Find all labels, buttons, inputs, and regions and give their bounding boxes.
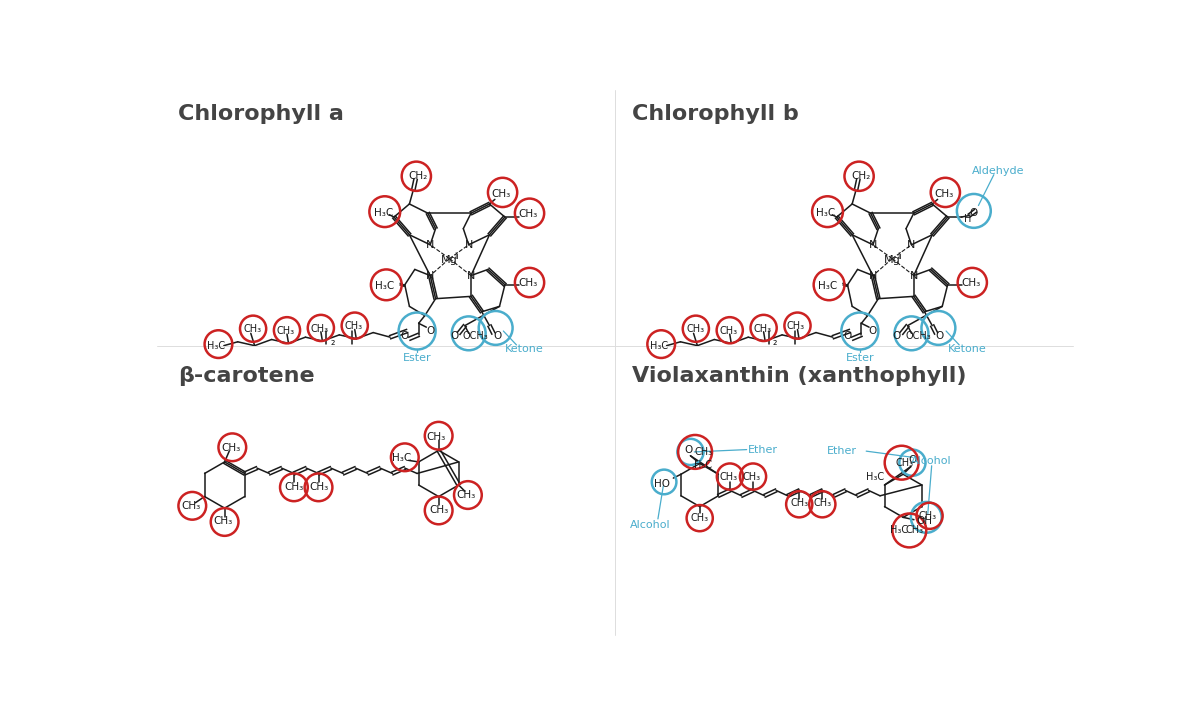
Text: CH₃: CH₃ bbox=[181, 501, 200, 510]
Text: CH₃: CH₃ bbox=[518, 209, 538, 219]
Text: Chlorophyll a: Chlorophyll a bbox=[178, 104, 343, 124]
Text: CH₃: CH₃ bbox=[719, 472, 738, 482]
Text: CH₃: CH₃ bbox=[214, 516, 233, 526]
Text: CH₃: CH₃ bbox=[492, 189, 511, 199]
Text: O: O bbox=[844, 332, 852, 342]
Text: CH₂: CH₂ bbox=[851, 172, 870, 181]
Text: CH₃: CH₃ bbox=[695, 447, 713, 457]
Text: CH₃: CH₃ bbox=[961, 279, 980, 289]
Text: N: N bbox=[869, 271, 877, 281]
Text: O: O bbox=[869, 326, 877, 336]
Text: ii: ii bbox=[896, 252, 901, 261]
Text: CH₃: CH₃ bbox=[754, 324, 772, 334]
Text: H₃C: H₃C bbox=[373, 208, 392, 218]
Text: Mg: Mg bbox=[442, 255, 458, 265]
Text: Ether: Ether bbox=[827, 446, 857, 456]
Text: OCH₃: OCH₃ bbox=[463, 332, 488, 342]
Text: CH₃: CH₃ bbox=[934, 189, 954, 199]
Text: Ether: Ether bbox=[749, 444, 779, 454]
Text: Alcohol: Alcohol bbox=[911, 456, 952, 466]
Text: CH₃: CH₃ bbox=[311, 324, 329, 334]
Text: Ketone: Ketone bbox=[505, 344, 544, 354]
Text: Aldehyde: Aldehyde bbox=[972, 166, 1025, 176]
Text: CH₃: CH₃ bbox=[691, 513, 709, 523]
Text: O: O bbox=[493, 331, 502, 340]
Text: Ester: Ester bbox=[846, 353, 874, 363]
Text: CH₃: CH₃ bbox=[906, 525, 924, 535]
Text: H₃C: H₃C bbox=[866, 472, 884, 482]
Text: ₂: ₂ bbox=[330, 337, 335, 347]
Text: H₃C: H₃C bbox=[208, 340, 226, 350]
Text: Violaxanthin (xanthophyll): Violaxanthin (xanthophyll) bbox=[632, 365, 966, 386]
Text: Chlorophyll b: Chlorophyll b bbox=[632, 104, 799, 124]
Text: CH₃: CH₃ bbox=[427, 432, 446, 442]
Text: N: N bbox=[467, 271, 475, 281]
Text: CH₃: CH₃ bbox=[308, 482, 328, 492]
Text: CH₃: CH₃ bbox=[790, 498, 809, 508]
Text: CH₃: CH₃ bbox=[719, 326, 737, 336]
Text: OCH₃: OCH₃ bbox=[906, 332, 931, 342]
Text: Mg: Mg bbox=[884, 255, 900, 265]
Text: O: O bbox=[450, 331, 458, 340]
Text: N: N bbox=[426, 271, 434, 281]
Text: CH₃: CH₃ bbox=[284, 482, 304, 492]
Text: N: N bbox=[907, 240, 916, 250]
Text: CH₃: CH₃ bbox=[457, 490, 476, 500]
Text: N: N bbox=[910, 271, 918, 281]
Text: Alcohol: Alcohol bbox=[630, 520, 671, 530]
Text: CH₃: CH₃ bbox=[686, 325, 704, 335]
Text: CH₃: CH₃ bbox=[919, 510, 937, 521]
Text: O: O bbox=[401, 332, 409, 342]
Text: O: O bbox=[426, 326, 434, 336]
Text: CH₂: CH₂ bbox=[408, 172, 427, 181]
Text: CH₃: CH₃ bbox=[430, 505, 449, 515]
Text: Ester: Ester bbox=[403, 353, 432, 363]
Text: CH₃: CH₃ bbox=[895, 457, 913, 467]
Text: CH₃: CH₃ bbox=[787, 322, 805, 332]
Text: O: O bbox=[685, 444, 694, 454]
Text: O: O bbox=[908, 455, 917, 465]
Text: CH₃: CH₃ bbox=[344, 322, 362, 332]
Text: N: N bbox=[426, 240, 434, 250]
Text: CH₃: CH₃ bbox=[221, 443, 240, 453]
Text: CH₃: CH₃ bbox=[518, 279, 538, 289]
Text: CH₃: CH₃ bbox=[814, 498, 832, 508]
Text: H₃C: H₃C bbox=[818, 281, 838, 292]
Text: CH₃: CH₃ bbox=[276, 326, 294, 336]
Text: H₃C: H₃C bbox=[890, 525, 908, 535]
Text: N: N bbox=[869, 240, 877, 250]
Text: N: N bbox=[464, 240, 473, 250]
Text: ₂: ₂ bbox=[773, 337, 778, 347]
Text: H: H bbox=[964, 213, 971, 223]
Text: Ketone: Ketone bbox=[948, 344, 986, 354]
Text: H₃C: H₃C bbox=[650, 340, 668, 350]
Text: O: O bbox=[936, 331, 944, 340]
Text: HO: HO bbox=[654, 479, 670, 489]
Text: β-carotene: β-carotene bbox=[178, 365, 314, 386]
Text: H₃C: H₃C bbox=[816, 208, 835, 218]
Text: CH₃: CH₃ bbox=[244, 325, 262, 335]
Text: OH: OH bbox=[916, 516, 932, 526]
Text: ii: ii bbox=[454, 252, 458, 261]
Text: CH₃: CH₃ bbox=[743, 472, 761, 482]
Text: H₃C: H₃C bbox=[392, 453, 412, 463]
Text: H₃C: H₃C bbox=[694, 460, 712, 470]
Text: O: O bbox=[893, 331, 901, 340]
Text: H₃C: H₃C bbox=[376, 281, 395, 292]
Text: O: O bbox=[970, 208, 978, 218]
